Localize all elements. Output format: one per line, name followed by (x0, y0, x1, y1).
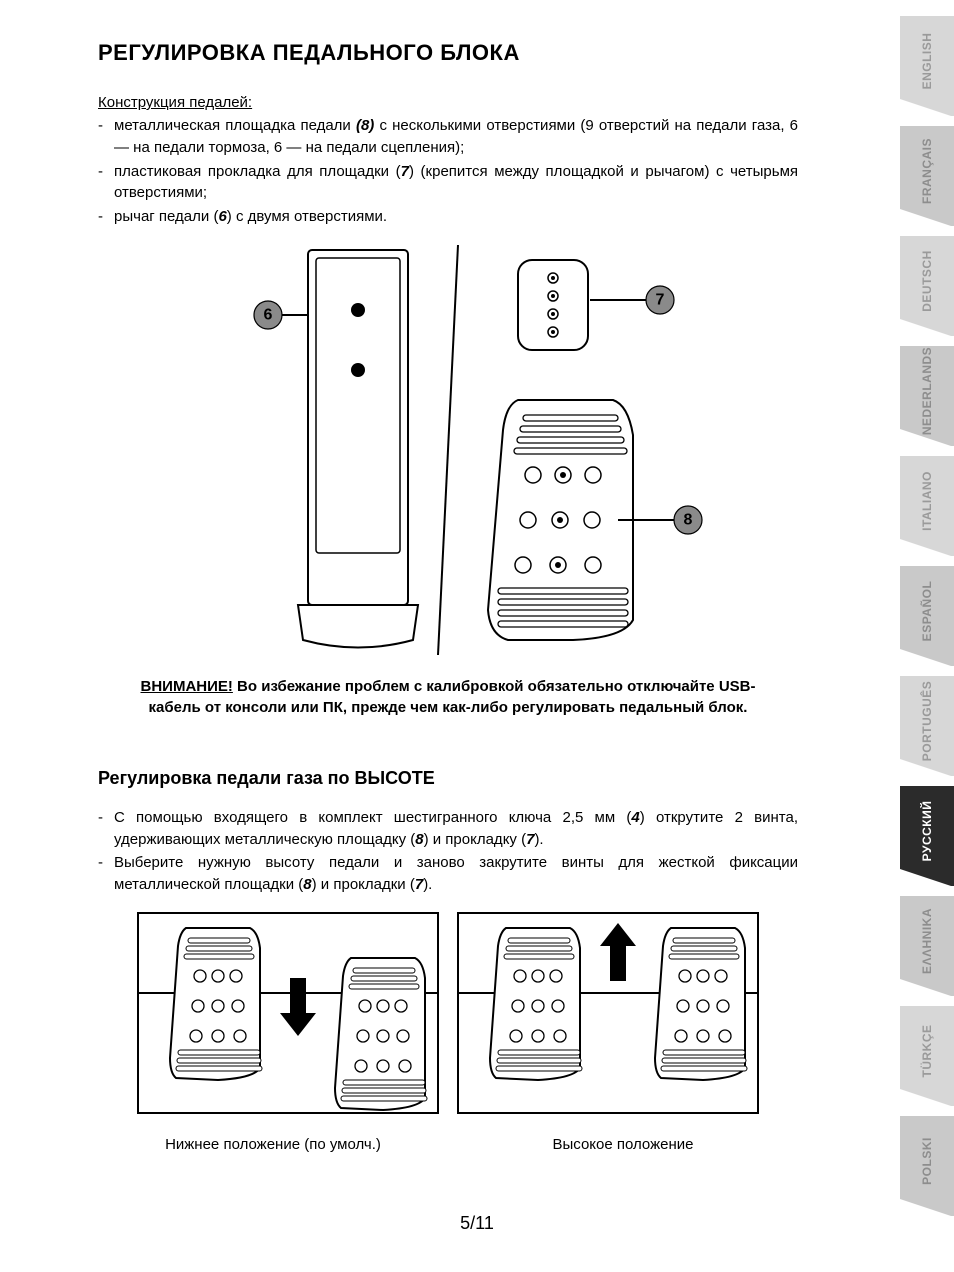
construction-subheading: Конструкция педалей: (98, 94, 798, 111)
pedal-height-diagram (128, 908, 768, 1128)
lang-tab-nederlands[interactable]: NEDERLANDS (900, 346, 954, 446)
page-title: РЕГУЛИРОВКА ПЕДАЛЬНОГО БЛОКА (98, 40, 798, 66)
language-tabs: ENGLISH FRANÇAIS DEUTSCH NEDERLANDS ITALIANO… (900, 16, 954, 1226)
caption-high: Высокое положение (473, 1136, 773, 1153)
diagram-captions: Нижнее положение (по умолч.) Высокое пол… (98, 1136, 798, 1153)
svg-text:7: 7 (656, 291, 665, 308)
lang-tab-english[interactable]: ENGLISH (900, 16, 954, 116)
lang-tab-polski[interactable]: POLSKI (900, 1116, 954, 1216)
lang-tab-português[interactable]: PORTUGUÊS (900, 676, 954, 776)
lang-tab-deutsch[interactable]: DEUTSCH (900, 236, 954, 336)
pedal-construction-diagram: 6 7 8 (178, 240, 718, 660)
lang-tab-français[interactable]: FRANÇAIS (900, 126, 954, 226)
caption-low: Нижнее положение (по умолч.) (123, 1136, 423, 1153)
list-item: пластиковая прокладка для площадки (7) (… (98, 161, 798, 205)
lang-tab-ελληνικα[interactable]: ΕΛΛΗΝΙΚΑ (900, 896, 954, 996)
lang-tab-türkçe[interactable]: TÜRKÇE (900, 1006, 954, 1106)
height-adjust-title: Регулировка педали газа по ВЫСОТЕ (98, 768, 798, 789)
list-item: С помощью входящего в комплект шестигран… (98, 807, 798, 851)
lang-tab-español[interactable]: ESPAÑOL (900, 566, 954, 666)
list-item: металлическая площадка педали (8) с неск… (98, 115, 798, 159)
lang-tab-русский[interactable]: РУССКИЙ (900, 786, 954, 886)
construction-list: металлическая площадка педали (8) с неск… (98, 115, 798, 228)
warning-text: ВНИМАНИЕ! Во избежание проблем с калибро… (98, 676, 798, 718)
list-item: Выберите нужную высоту педали и заново з… (98, 852, 798, 896)
page-number: 5/11 (0, 1213, 954, 1234)
height-adjust-list: С помощью входящего в комплект шестигран… (98, 807, 798, 896)
lang-tab-italiano[interactable]: ITALIANO (900, 456, 954, 556)
list-item: рычаг педали (6) с двумя отверстиями. (98, 206, 798, 228)
svg-text:8: 8 (684, 511, 693, 528)
svg-text:6: 6 (264, 306, 273, 323)
